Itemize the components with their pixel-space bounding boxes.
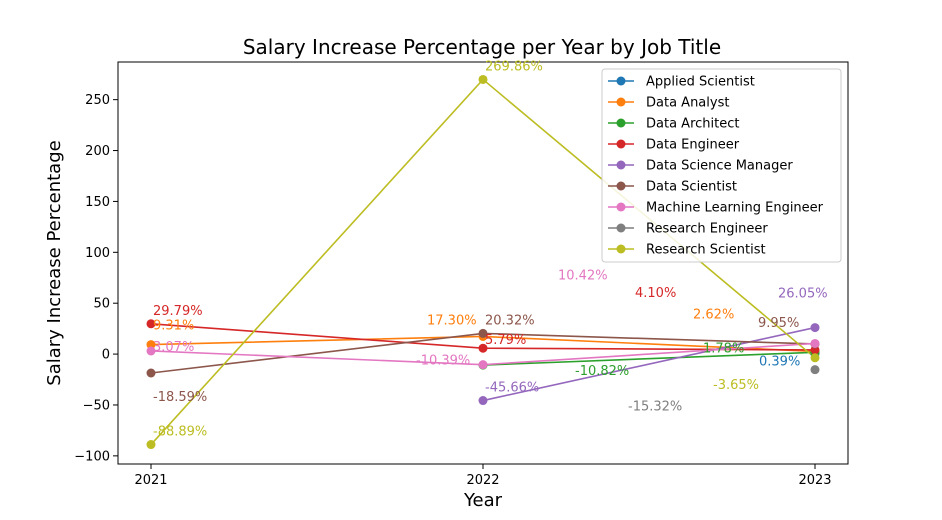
series-markers (146, 74, 820, 450)
y-tick-label: 200 (85, 144, 110, 159)
point-data-analyst (146, 340, 156, 350)
legend-label-research-scientist: Research Scientist (646, 243, 766, 258)
point-machine-learning-engineer (810, 338, 820, 348)
point-data-engineer (478, 343, 488, 353)
data-label-data-engineer: 29.79% (153, 304, 203, 319)
data-label-machine-learning-engineer: 3.07% (153, 340, 194, 355)
legend-label-data-analyst: Data Analyst (646, 96, 729, 111)
legend-box (601, 68, 842, 263)
legend-label-data-architect: Data Architect (646, 117, 739, 132)
point-data-scientist (146, 368, 156, 378)
data-label-data-architect: -10.82% (575, 364, 629, 379)
point-research-scientist (810, 353, 820, 363)
legend-marker-research-engineer (616, 223, 626, 233)
data-label-data-analyst: 9.31% (153, 319, 194, 334)
y-tick-label: 250 (85, 93, 110, 108)
data-label-research-scientist: -3.65% (713, 378, 759, 393)
data-label-data-science-manager: 26.05% (778, 287, 828, 302)
data-label-data-scientist: 9.95% (758, 316, 799, 331)
legend-marker-research-scientist (616, 244, 626, 254)
data-label-research-scientist: -88.89% (153, 425, 207, 440)
y-tick-label: 0 (102, 348, 110, 363)
point-research-scientist (146, 440, 156, 450)
data-label-research-scientist: 269.86% (485, 59, 543, 74)
legend-label-applied-scientist: Applied Scientist (646, 75, 755, 90)
data-labels: 0.39% 9.31% 17.30% 2.62% -10.82% 1.78% 29.79% 5… (153, 59, 828, 439)
legend-marker-data-architect (616, 118, 626, 128)
point-machine-learning-engineer (146, 346, 156, 356)
chart-title: Salary Increase Percentage per Year by J… (243, 35, 721, 59)
legend-marker-data-analyst (616, 97, 626, 107)
series-line-data-architect (482, 351, 816, 366)
legend-label-machine-learning-engineer: Machine Learning Engineer (646, 201, 824, 216)
data-label-machine-learning-engineer: 10.42% (558, 268, 608, 283)
data-label-data-scientist: -18.59% (153, 390, 207, 405)
data-label-machine-learning-engineer: -10.39% (416, 354, 470, 369)
y-tick-label: 50 (93, 297, 110, 312)
x-axis: 2021 2022 2023 (134, 464, 832, 488)
point-data-science-manager (478, 396, 488, 406)
point-research-engineer (810, 365, 820, 375)
data-label-applied-scientist: 0.39% (759, 355, 800, 370)
x-tick-label: 2021 (134, 473, 167, 488)
y-axis: −100 −50 0 50 100 150 200 250 (74, 93, 118, 464)
legend-label-data-scientist: Data Scientist (646, 180, 737, 195)
legend: Applied Scientist Data Analyst Data Archit… (601, 68, 842, 263)
y-tick-label: −50 (83, 398, 110, 413)
y-tick-label: 150 (85, 195, 110, 210)
legend-label-data-engineer: Data Engineer (646, 138, 740, 153)
data-label-data-engineer: 5.79% (485, 333, 526, 348)
legend-marker-data-science-manager (616, 160, 626, 170)
series-line-data-science-manager (482, 326, 816, 402)
data-label-data-analyst: 2.62% (693, 307, 734, 322)
x-tick-label: 2022 (466, 473, 499, 488)
y-tick-label: 100 (85, 246, 110, 261)
legend-marker-applied-scientist (616, 76, 626, 86)
legend-label-data-science-manager: Data Science Manager (646, 159, 793, 174)
y-tick-label: −100 (74, 449, 110, 464)
point-data-scientist (478, 328, 488, 338)
data-label-data-science-manager: -45.66% (485, 381, 539, 396)
point-research-scientist (478, 74, 488, 84)
point-data-science-manager (810, 323, 820, 333)
data-label-data-analyst: 17.30% (427, 313, 477, 328)
point-machine-learning-engineer (478, 360, 488, 370)
data-label-research-engineer: -15.32% (628, 400, 682, 415)
legend-marker-data-scientist (616, 181, 626, 191)
data-label-data-scientist: 20.32% (485, 313, 535, 328)
legend-marker-data-engineer (616, 139, 626, 149)
x-axis-label: Year (463, 490, 503, 511)
legend-marker-machine-learning-engineer (616, 202, 626, 212)
data-label-data-engineer: 4.10% (635, 286, 676, 301)
x-tick-label: 2023 (798, 473, 831, 488)
data-label-data-architect: 1.78% (703, 341, 744, 356)
point-data-engineer (146, 319, 156, 329)
legend-label-research-engineer: Research Engineer (646, 222, 768, 237)
y-axis-label: Salary Increase Percentage (44, 140, 65, 385)
